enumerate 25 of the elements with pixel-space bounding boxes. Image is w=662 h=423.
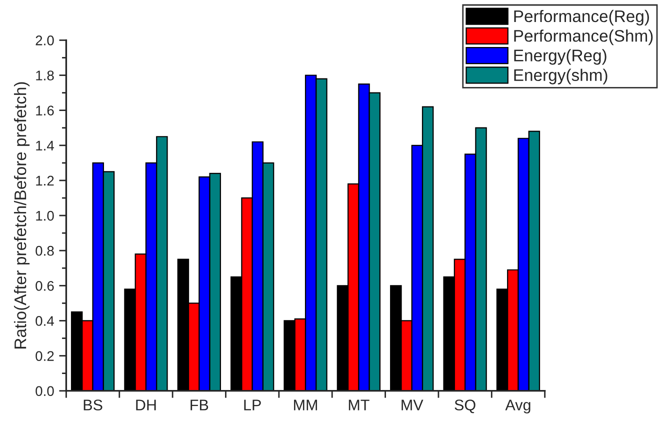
y-tick-label: 1.2 [36,176,54,186]
x-tick-label: SQ [454,400,476,414]
legend-label: Energy(Reg) [514,49,606,65]
x-tick-label: MM [294,400,317,410]
legend-label: Performance(Reg) [514,10,649,26]
legend-label: Energy(shm) [514,68,608,84]
y-tick-label: 1.4 [36,140,54,150]
x-tick-label: DH [136,400,156,410]
y-tick-label: 1.0 [36,210,54,221]
y-axis-title: Ratio(After prefetch/Before prefetch) [14,82,30,348]
y-tick-label: 0.6 [36,280,54,291]
y-tick-label: 1.8 [36,70,54,80]
y-tick-label: 0.8 [36,246,54,256]
x-tick-label: BS [84,400,102,410]
legend-label: Performance(Shm) [514,30,653,46]
y-tick-label: 0.4 [36,316,54,326]
y-tick-label: 0.2 [36,351,54,361]
y-tick-label: 1.6 [36,106,54,116]
x-tick-label: Avg [505,400,530,414]
y-tick-label: 2.0 [36,36,54,46]
x-tick-label: MT [348,400,370,410]
y-tick-label: 0.0 [36,386,54,396]
x-tick-label: FB [190,400,208,410]
x-tick-label: LP [244,400,261,410]
x-tick-label: MV [402,400,424,410]
